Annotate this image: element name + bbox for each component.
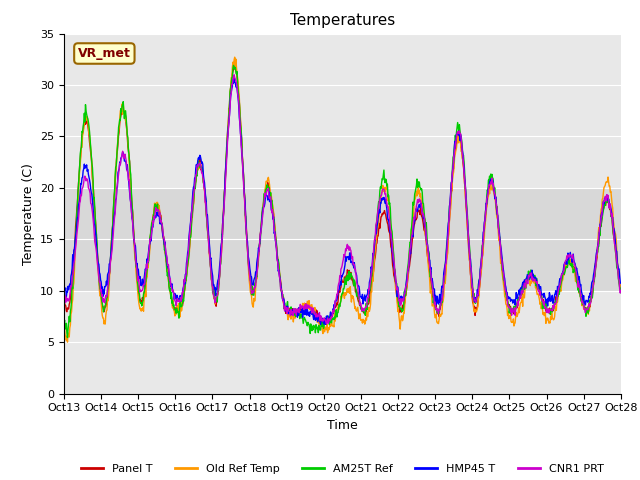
AM25T Ref (230, 62, 237, 68)
Old Ref Temp (63, 339, 71, 345)
Panel T (87, 150, 95, 156)
Old Ref Temp (389, 246, 397, 252)
AM25T Ref (599, 211, 607, 216)
Old Ref Temp (590, 273, 598, 278)
AM25T Ref (617, 290, 625, 296)
CNR1 PRT (60, 291, 68, 297)
Line: AM25T Ref: AM25T Ref (64, 65, 621, 337)
Panel T (617, 288, 625, 294)
CNR1 PRT (87, 201, 95, 206)
HMP45 T (389, 258, 397, 264)
HMP45 T (317, 322, 324, 327)
AM25T Ref (292, 309, 300, 315)
Old Ref Temp (164, 271, 172, 277)
HMP45 T (87, 186, 95, 192)
CNR1 PRT (292, 309, 300, 314)
HMP45 T (163, 262, 171, 268)
HMP45 T (292, 308, 300, 313)
Panel T (599, 205, 607, 211)
Old Ref Temp (231, 54, 239, 60)
Bar (64, 188, 621, 291)
Text: VR_met: VR_met (78, 47, 131, 60)
X-axis label: Time: Time (327, 419, 358, 432)
Panel T (590, 275, 598, 280)
Legend: Panel T, Old Ref Temp, AM25T Ref, HMP45 T, CNR1 PRT: Panel T, Old Ref Temp, AM25T Ref, HMP45 … (77, 459, 608, 478)
HMP45 T (599, 202, 607, 208)
AM25T Ref (590, 279, 598, 285)
AM25T Ref (389, 246, 397, 252)
Panel T (389, 265, 397, 271)
CNR1 PRT (323, 321, 330, 327)
Old Ref Temp (292, 310, 300, 316)
AM25T Ref (63, 335, 71, 340)
AM25T Ref (60, 321, 68, 327)
Panel T (292, 306, 300, 312)
AM25T Ref (164, 270, 172, 276)
CNR1 PRT (163, 260, 171, 265)
AM25T Ref (88, 152, 95, 158)
HMP45 T (590, 269, 598, 275)
Title: Temperatures: Temperatures (290, 13, 395, 28)
Old Ref Temp (60, 324, 68, 329)
Old Ref Temp (599, 195, 607, 201)
CNR1 PRT (389, 253, 397, 259)
CNR1 PRT (230, 72, 238, 78)
CNR1 PRT (590, 276, 598, 282)
Panel T (163, 269, 171, 275)
Y-axis label: Temperature (C): Temperature (C) (22, 163, 35, 264)
Line: CNR1 PRT: CNR1 PRT (64, 75, 621, 324)
Line: Panel T: Panel T (64, 65, 621, 323)
Panel T (230, 62, 238, 68)
HMP45 T (230, 74, 238, 80)
Line: HMP45 T: HMP45 T (64, 77, 621, 324)
Line: Old Ref Temp: Old Ref Temp (64, 57, 621, 342)
HMP45 T (617, 280, 625, 286)
CNR1 PRT (617, 288, 625, 293)
Old Ref Temp (617, 288, 625, 294)
HMP45 T (60, 285, 68, 291)
Panel T (321, 320, 328, 326)
CNR1 PRT (599, 202, 607, 208)
Old Ref Temp (88, 154, 95, 160)
Panel T (60, 295, 68, 301)
